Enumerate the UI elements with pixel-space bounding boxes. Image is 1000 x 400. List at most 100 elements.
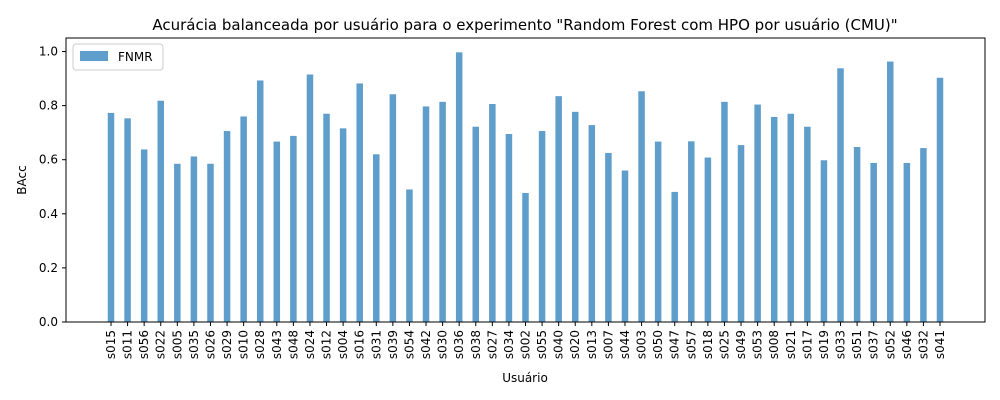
bar-s053	[754, 104, 761, 322]
x-tick-label-s051: s051	[850, 330, 864, 359]
x-tick-label-s015: s015	[104, 330, 118, 359]
bar-s054	[406, 189, 413, 322]
x-tick-label-s042: s042	[419, 330, 433, 359]
bar-s034	[505, 134, 513, 322]
x-tick-label-s032: s032	[916, 330, 930, 359]
bar-s050	[654, 141, 662, 322]
bar-s005	[174, 163, 181, 322]
x-tick-label-s020: s020	[568, 330, 582, 359]
x-tick-label-s013: s013	[585, 330, 599, 359]
x-tick-label-s019: s019	[817, 330, 831, 359]
x-tick-label-s035: s035	[187, 330, 201, 359]
bar-s057	[688, 141, 695, 322]
bars-group	[107, 52, 944, 323]
bar-s008	[770, 116, 778, 322]
x-tick-label-s054: s054	[402, 330, 416, 359]
legend-swatch	[80, 51, 108, 61]
legend: FNMR	[72, 43, 164, 71]
bar-s035	[190, 156, 198, 322]
bar-s038	[472, 126, 480, 322]
bar-s026	[207, 163, 214, 322]
bar-s016	[356, 83, 363, 322]
bar-s048	[290, 135, 297, 322]
chart-title: Acurácia balanceada por usuário para o e…	[152, 16, 897, 34]
x-tick-label-s005: s005	[170, 330, 184, 359]
bar-s025	[721, 101, 728, 322]
x-tick-label-s034: s034	[502, 330, 516, 359]
bar-s043	[273, 141, 281, 322]
bar-s030	[439, 101, 446, 322]
y-tick-label: 0.2	[39, 261, 58, 275]
bar-s046	[903, 162, 911, 322]
bar-s029	[223, 131, 231, 322]
bar-s020	[571, 111, 579, 322]
x-tick-label-s046: s046	[900, 330, 914, 359]
bar-s010	[240, 116, 247, 322]
bar-s041	[936, 77, 944, 322]
x-tick-label-s024: s024	[303, 330, 317, 359]
bar-s018	[704, 157, 712, 322]
x-tick-label-s055: s055	[535, 330, 549, 359]
bar-s022	[157, 100, 164, 322]
y-tick-label: 0.0	[39, 315, 58, 329]
bar-s056	[140, 149, 148, 322]
x-tick-label-s038: s038	[469, 330, 483, 359]
plot-frame	[65, 37, 986, 323]
bar-s024	[306, 74, 314, 322]
bar-s011	[124, 118, 131, 322]
x-tick-label-s021: s021	[784, 330, 798, 359]
bar-s015	[107, 112, 115, 322]
legend-box	[72, 43, 164, 71]
bar-s027	[489, 104, 496, 322]
x-tick-label-s036: s036	[452, 330, 466, 359]
x-tick-label-s003: s003	[635, 330, 649, 359]
x-tick-label-s053: s053	[751, 330, 765, 359]
bar-s017	[804, 126, 811, 322]
x-tick-label-s039: s039	[386, 330, 400, 359]
y-tick-label: 1.0	[39, 45, 58, 59]
bar-s007	[605, 152, 612, 322]
y-tick-label: 0.4	[39, 207, 58, 221]
y-axis-ticks: 0.0 0.2 0.4 0.6 0.8 1.0	[39, 45, 66, 329]
x-tick-label-s011: s011	[121, 330, 135, 359]
bar-s003	[638, 91, 645, 322]
x-tick-label-s030: s030	[436, 330, 450, 359]
bar-s021	[787, 113, 795, 322]
bar-s002	[522, 192, 529, 322]
bar-s032	[920, 148, 927, 322]
bar-s047	[671, 191, 678, 322]
x-tick-label-s018: s018	[701, 330, 715, 359]
bar-s052	[887, 61, 894, 322]
x-tick-label-s007: s007	[601, 330, 615, 359]
y-axis-label: BAcc	[15, 165, 29, 194]
x-tick-label-s012: s012	[320, 330, 334, 359]
x-tick-label-s043: s043	[270, 330, 284, 359]
x-tick-label-s056: s056	[137, 330, 151, 359]
bar-s037	[870, 162, 877, 322]
bar-s040	[555, 96, 562, 323]
bar-s051	[853, 147, 861, 322]
bar-s042	[422, 106, 430, 323]
x-tick-label-s016: s016	[353, 330, 367, 359]
x-tick-label-s008: s008	[767, 330, 781, 359]
bar-s004	[339, 128, 347, 322]
bar-s013	[588, 125, 596, 322]
bar-s033	[837, 68, 844, 322]
x-tick-label-s041: s041	[933, 330, 947, 359]
x-tick-label-s026: s026	[203, 330, 217, 359]
x-tick-label-s037: s037	[867, 330, 881, 359]
x-tick-label-s040: s040	[552, 330, 566, 359]
x-tick-label-s022: s022	[154, 330, 168, 359]
y-tick-label: 0.8	[39, 99, 58, 113]
legend-label: FNMR	[118, 50, 153, 64]
x-tick-label-s025: s025	[717, 330, 731, 359]
x-tick-label-s004: s004	[336, 330, 350, 359]
bar-s055	[538, 131, 546, 322]
x-tick-label-s027: s027	[485, 330, 499, 359]
x-axis-label: Usuário	[502, 371, 548, 385]
bar-s019	[820, 160, 828, 322]
x-tick-label-s029: s029	[220, 330, 234, 359]
x-tick-label-s033: s033	[834, 330, 848, 359]
x-tick-label-s017: s017	[800, 330, 814, 359]
